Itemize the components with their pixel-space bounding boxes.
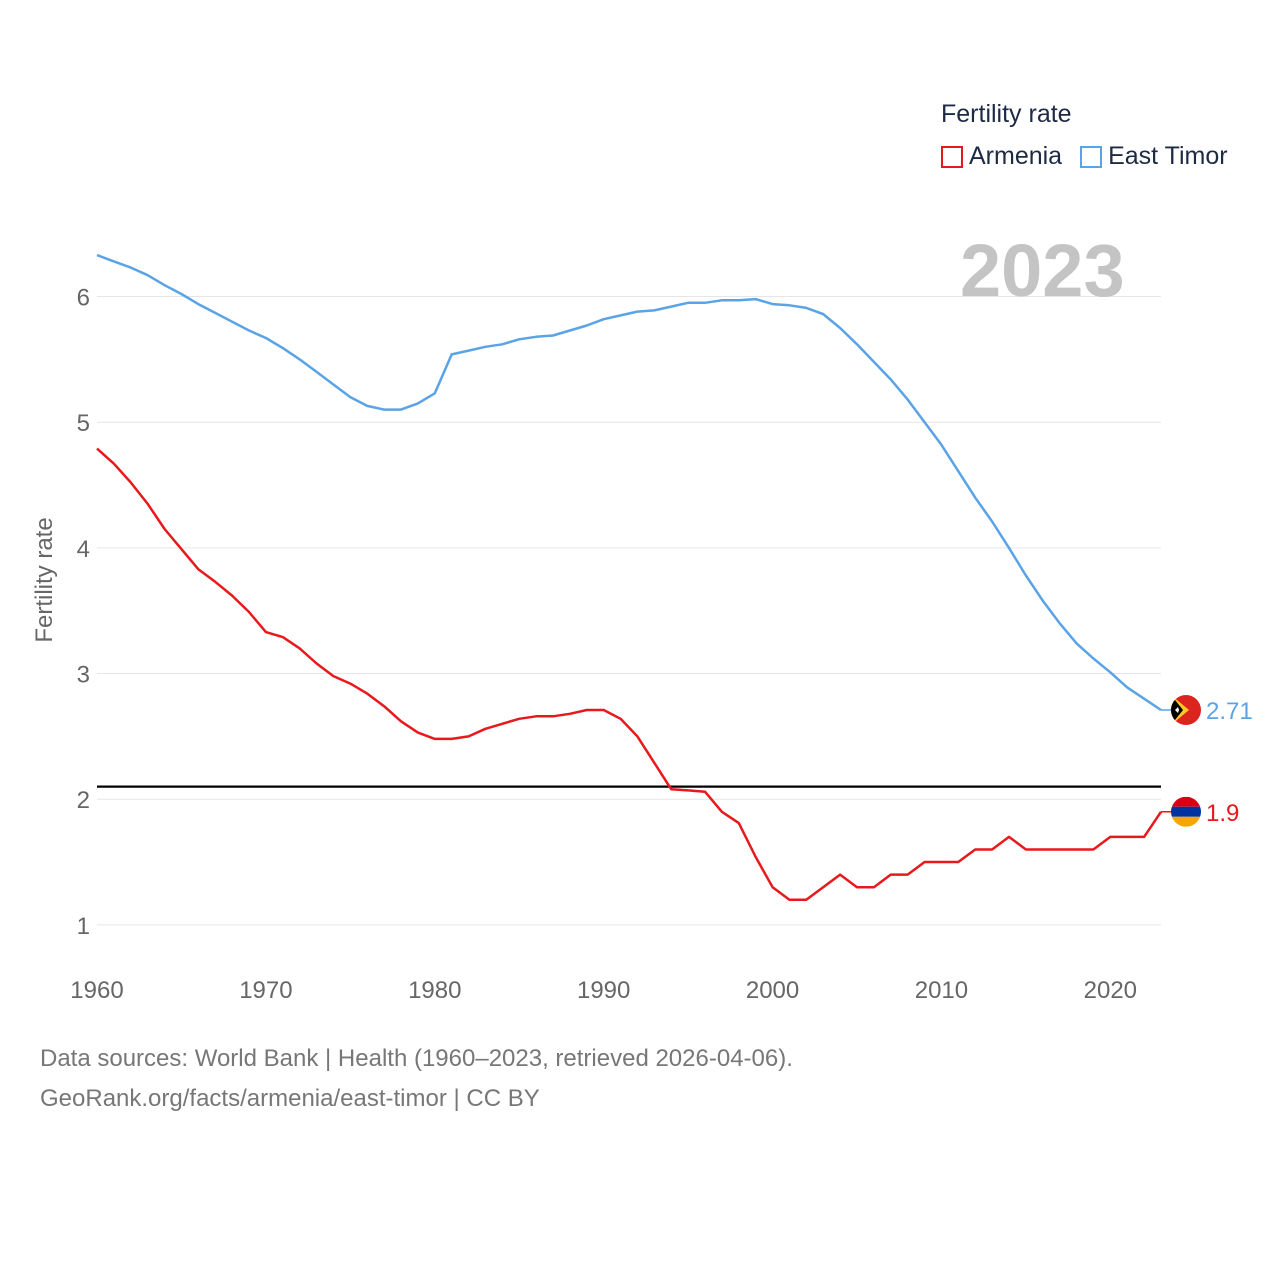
legend-label-armenia: Armenia bbox=[969, 142, 1063, 170]
end-value-label-armenia: 1.9 bbox=[1206, 800, 1239, 827]
legend: Armenia East Timor bbox=[941, 142, 1246, 171]
flag-icon-armenia bbox=[1171, 796, 1201, 827]
y-tick-label: 6 bbox=[77, 285, 90, 312]
x-tick-label: 1980 bbox=[408, 977, 461, 1004]
y-axis-label: Fertility rate bbox=[31, 517, 58, 642]
x-tick-label: 1990 bbox=[577, 977, 630, 1004]
series-line-armenia bbox=[96, 447, 1163, 901]
y-tick-label: 2 bbox=[77, 787, 90, 814]
flag-icon-east-timor bbox=[1171, 694, 1201, 725]
y-tick-label: 5 bbox=[77, 410, 90, 437]
x-tick-label: 2020 bbox=[1084, 977, 1137, 1004]
x-tick-label: 2010 bbox=[915, 977, 968, 1004]
end-value-label-east-timor: 2.71 bbox=[1206, 698, 1253, 725]
x-tick-label: 1970 bbox=[239, 977, 292, 1004]
legend-title: Fertility rate bbox=[941, 100, 1072, 128]
grid-lines bbox=[97, 296, 1161, 926]
y-tick-label: 4 bbox=[77, 536, 90, 563]
legend-swatch-east-timor bbox=[1080, 145, 1103, 168]
legend-label-east-timor: East Timor bbox=[1108, 142, 1228, 170]
series-end-markers: 1.9 2.71 bbox=[1161, 694, 1253, 827]
series-line-east-timor bbox=[96, 253, 1162, 712]
x-tick-label: 2000 bbox=[746, 977, 799, 1004]
y-axis-ticks: 1 2 3 4 5 6 bbox=[77, 285, 90, 940]
current-year-label: 2023 bbox=[960, 229, 1125, 312]
footer-link[interactable]: GeoRank.org/facts/armenia/east-timor | C… bbox=[40, 1085, 540, 1112]
legend-item-east-timor[interactable]: East Timor bbox=[1080, 142, 1228, 171]
legend-swatch-armenia bbox=[941, 145, 963, 168]
x-axis-ticks: 1960 1970 1980 1990 2000 2010 2020 bbox=[70, 977, 1137, 1004]
y-tick-label: 1 bbox=[77, 913, 90, 940]
footer-sources: Data sources: World Bank | Health (1960–… bbox=[40, 1045, 793, 1072]
y-tick-label: 3 bbox=[77, 662, 90, 689]
x-tick-label: 1960 bbox=[70, 977, 123, 1004]
legend-item-armenia[interactable]: Armenia bbox=[941, 142, 1062, 171]
series-lines bbox=[96, 253, 1163, 901]
